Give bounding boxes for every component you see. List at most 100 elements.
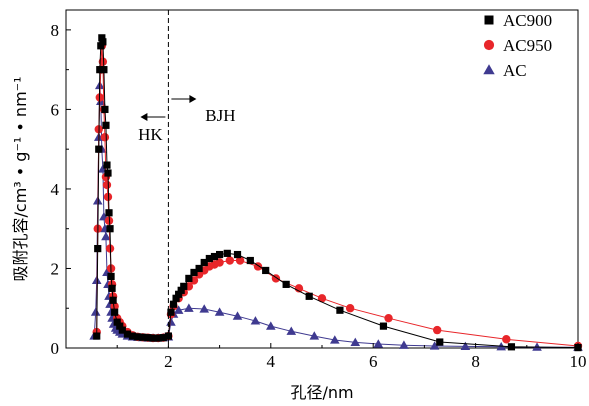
y-tick-label: 2 (51, 259, 60, 278)
data-point (235, 256, 245, 265)
legend-item-AC: AC (483, 61, 527, 80)
data-point (100, 133, 110, 142)
data-point (173, 305, 184, 314)
data-point (336, 306, 344, 314)
x-tick-label: 10 (570, 352, 587, 371)
data-point (266, 321, 276, 330)
legend-label: AC900 (503, 11, 552, 30)
y-tick-label: 4 (51, 180, 60, 199)
data-point (373, 339, 384, 348)
data-point (507, 343, 516, 351)
data-point (205, 254, 213, 263)
data-point (286, 326, 297, 335)
data-point (113, 318, 121, 326)
data-point (100, 66, 108, 74)
data-point (101, 105, 109, 114)
data-point (159, 334, 167, 342)
data-point (106, 225, 114, 233)
data-point (134, 333, 142, 341)
y-tick-label: 6 (51, 100, 60, 119)
bjh-label: BJH (205, 106, 235, 125)
legend-label: AC (503, 61, 527, 80)
legend-marker-circle-icon (483, 39, 495, 51)
data-point (180, 282, 188, 290)
data-point (532, 342, 542, 351)
data-point (105, 209, 113, 217)
data-point (109, 296, 117, 304)
legend-item-AC900: AC900 (484, 11, 552, 30)
series-layer (89, 34, 583, 352)
data-point (128, 332, 137, 340)
y-tick-label: 8 (51, 21, 60, 40)
data-point (215, 258, 224, 267)
data-point (108, 284, 116, 292)
data-point (116, 322, 124, 330)
data-point (309, 331, 320, 340)
data-point (167, 308, 175, 316)
data-point (232, 311, 243, 320)
data-point (144, 334, 152, 342)
data-point (101, 231, 111, 241)
bjh-arrow-head (189, 95, 197, 103)
data-point (379, 322, 388, 330)
data-point (99, 38, 107, 46)
data-point (177, 286, 185, 294)
data-point (98, 57, 108, 66)
data-point (223, 249, 231, 257)
data-point (216, 250, 224, 259)
data-point (107, 272, 115, 281)
data-point (200, 258, 208, 267)
data-point (169, 300, 178, 308)
data-point (246, 256, 254, 265)
data-point (123, 330, 132, 338)
x-axis-title: 孔径/nm (290, 383, 353, 402)
data-point (345, 304, 355, 313)
legend-item-AC950: AC950 (483, 36, 552, 55)
x-tick-label: 8 (471, 352, 480, 371)
data-point (103, 192, 113, 202)
data-point (436, 338, 444, 346)
data-point (172, 294, 180, 302)
data-point (350, 337, 361, 347)
data-point (384, 313, 393, 323)
data-point (460, 341, 471, 351)
data-point (199, 304, 210, 313)
data-point (118, 326, 126, 334)
x-tick-label: 4 (267, 352, 276, 371)
data-point (433, 325, 442, 335)
data-point (233, 250, 242, 259)
data-point (282, 280, 290, 288)
legend-marker-triangle-icon (483, 64, 495, 75)
annotation-layer: HK BJH (138, 10, 236, 348)
x-tick-label: 2 (164, 352, 173, 371)
data-point (185, 274, 193, 283)
data-point (110, 302, 119, 311)
data-point (190, 268, 198, 277)
data-point (96, 66, 104, 74)
data-point (195, 264, 203, 273)
data-point (98, 34, 106, 42)
hk-label: HK (138, 125, 163, 144)
data-point (225, 256, 235, 265)
data-point (184, 303, 194, 312)
hk-arrow-head (140, 113, 148, 121)
legend: AC900 AC950 AC (483, 11, 552, 80)
data-point (399, 340, 409, 349)
y-axis-title: 吸附孔容/cm³ • g⁻¹ • nm⁻¹ (11, 76, 30, 281)
data-point (317, 294, 327, 303)
legend-marker-square-icon (484, 15, 494, 25)
data-point (102, 121, 110, 129)
data-point (93, 332, 101, 340)
data-point (97, 42, 105, 50)
data-point (262, 266, 270, 275)
data-point (95, 145, 103, 153)
data-point (154, 334, 162, 342)
data-point (330, 335, 340, 344)
data-point (102, 180, 112, 190)
x-tick-label: 6 (369, 352, 378, 371)
y-tick-label: 0 (51, 339, 60, 358)
data-point (502, 335, 511, 344)
series-AC950 (92, 41, 583, 351)
data-point (103, 161, 111, 169)
data-point (94, 244, 102, 253)
